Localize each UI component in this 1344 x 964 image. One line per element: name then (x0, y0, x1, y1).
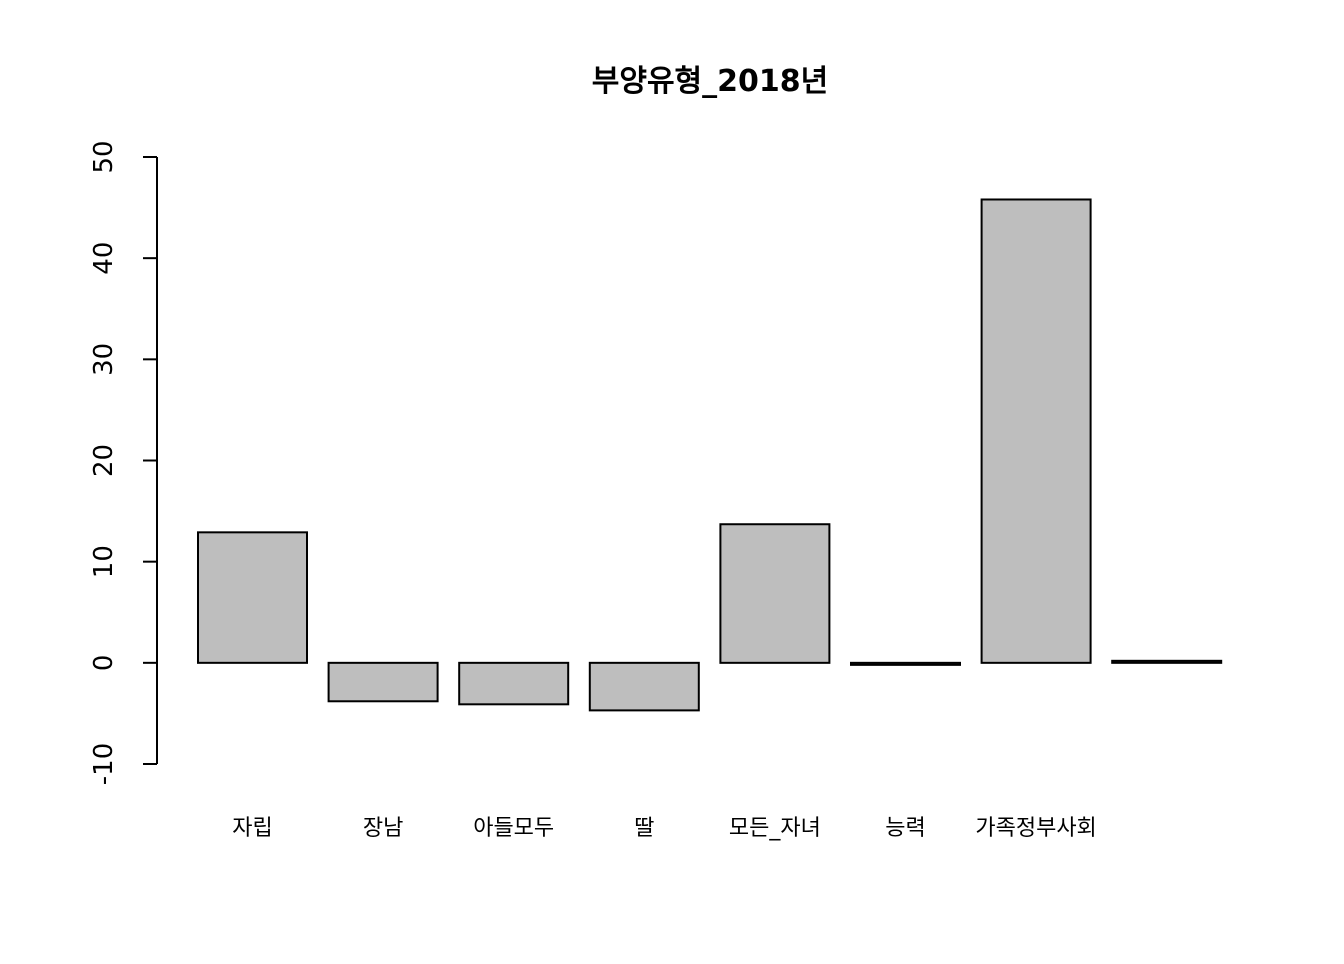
x-category-label: 딸 (634, 816, 654, 841)
y-tick-label: 0 (89, 655, 119, 672)
y-tick-label: 10 (89, 545, 119, 578)
x-category-label: 장남 (363, 816, 403, 841)
bar (980, 198, 1092, 664)
bar (197, 531, 308, 664)
y-tick-label: 30 (89, 343, 119, 376)
bars-group (197, 198, 1223, 712)
y-tick-label: -10 (89, 743, 119, 785)
bar (719, 523, 831, 664)
x-category-label: 자립 (232, 816, 272, 841)
x-category-label: 아들모두 (473, 816, 554, 841)
y-tick-label: 40 (89, 242, 119, 275)
bar (1111, 659, 1223, 664)
y-tick-label: 50 (89, 140, 119, 173)
x-category-label: 가족정부사회 (975, 816, 1096, 841)
x-category-label: 능력 (885, 816, 925, 841)
bar (850, 661, 961, 666)
y-axis: -10 0 10 20 30 40 50 (89, 140, 158, 785)
y-tick-label: 20 (89, 444, 119, 477)
x-axis-labels: 자립 장남 아들모두 딸 모든_자녀 능력 가족정부사회 (232, 816, 1097, 841)
bar (588, 661, 700, 712)
chart-title: 부양유형_2018년 (592, 64, 829, 99)
bar (458, 661, 570, 706)
x-category-label: 모든_자녀 (729, 816, 821, 841)
bar (327, 661, 439, 703)
